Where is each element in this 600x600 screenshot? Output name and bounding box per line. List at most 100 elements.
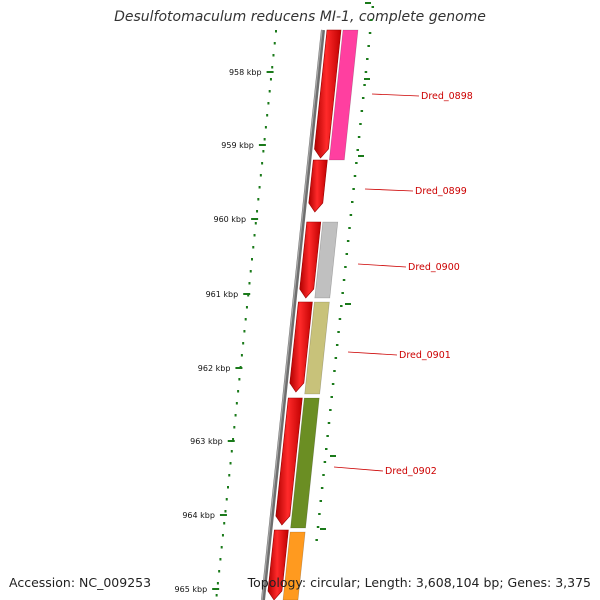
minor-tick-inner: [220, 546, 223, 549]
major-tick-outer: [358, 155, 364, 157]
cds-arrow: [289, 301, 313, 393]
minor-tick-inner: [227, 486, 229, 489]
major-tick-outer: [330, 455, 336, 457]
tick-label: 963 kbp: [190, 437, 223, 446]
minor-tick-inner: [268, 90, 271, 93]
minor-tick-outer: [349, 214, 353, 216]
minor-tick-inner: [219, 558, 222, 561]
minor-tick-outer: [356, 149, 359, 151]
minor-tick-inner: [240, 354, 243, 357]
minor-tick-inner: [263, 138, 266, 141]
gene-label: Dred_0902: [385, 466, 437, 477]
minor-tick-inner: [266, 114, 269, 117]
minor-tick-outer: [351, 201, 354, 203]
minor-tick-outer: [327, 422, 331, 424]
minor-tick-outer: [371, 6, 375, 8]
cds-arrow: [299, 221, 322, 299]
minor-tick-inner: [259, 174, 262, 177]
minor-tick-inner: [224, 510, 227, 513]
major-tick-outer: [345, 303, 351, 305]
minor-tick-inner: [252, 246, 255, 249]
minor-tick-inner: [243, 330, 246, 333]
minor-tick-outer: [318, 513, 321, 515]
minor-tick-inner: [225, 498, 228, 501]
minor-tick-outer: [360, 110, 364, 112]
accession-text: Accession: NC_009253: [9, 575, 152, 590]
minor-tick-inner: [237, 390, 240, 393]
gene-bar: [314, 221, 339, 299]
gene-bar: [304, 301, 330, 395]
minor-tick-outer: [368, 32, 372, 34]
minor-tick-outer: [359, 123, 362, 125]
gene-leader-line: [371, 93, 420, 97]
minor-tick-inner: [275, 30, 277, 33]
minor-tick-outer: [370, 19, 373, 21]
gene-label: Dred_0899: [415, 186, 467, 197]
minor-tick-inner: [257, 198, 260, 201]
minor-tick-inner: [235, 402, 238, 405]
minor-tick-outer: [345, 253, 349, 255]
tick-label: 959 kbp: [221, 141, 254, 150]
minor-tick-outer: [364, 71, 368, 73]
major-tick-outer: [365, 2, 371, 4]
minor-tick-inner: [215, 594, 218, 597]
minor-tick-inner: [247, 294, 250, 297]
minor-tick-outer: [329, 409, 332, 411]
minor-tick-inner: [223, 522, 226, 525]
minor-tick-inner: [267, 102, 270, 105]
gene-labels: Dred_0898 Dred_0899 Dred_0900 Dred_0901 Dred…: [333, 91, 473, 477]
minor-tick-inner: [245, 306, 248, 309]
tick-label: 962 kbp: [198, 364, 231, 373]
minor-tick-outer: [353, 175, 357, 177]
genome-stats-text: Topology: circular; Length: 3,608,104 bp…: [247, 575, 591, 590]
major-tick-outer: [364, 78, 370, 80]
genome-backbone: [261, 29, 325, 600]
minor-tick-inner: [228, 474, 231, 477]
minor-tick-inner: [264, 126, 267, 129]
minor-tick-outer: [335, 344, 339, 346]
minor-tick-inner: [216, 582, 219, 585]
gene-leader-line: [357, 263, 407, 268]
minor-tick-inner: [262, 150, 265, 153]
minor-tick-outer: [355, 162, 358, 164]
gene-bar: [290, 397, 320, 529]
map-title: Desulfotomaculum reducens MI-1, complete…: [114, 9, 486, 25]
minor-tick-outer: [326, 435, 329, 437]
minor-tick-outer: [330, 396, 333, 398]
minor-tick-outer: [334, 357, 338, 359]
minor-tick-inner: [254, 222, 257, 225]
minor-tick-outer: [319, 500, 323, 502]
minor-tick-inner: [249, 270, 252, 273]
minor-tick-inner: [271, 66, 274, 69]
gene-label: Dred_0898: [421, 91, 473, 102]
minor-tick-outer: [366, 58, 369, 60]
minor-tick-inner: [233, 426, 236, 429]
minor-tick-inner: [258, 186, 261, 189]
gene-bar: [282, 531, 306, 600]
cds-arrow: [267, 529, 289, 600]
minor-tick-outer: [323, 461, 327, 463]
minor-tick-outer: [322, 474, 325, 476]
minor-tick-outer: [357, 136, 361, 138]
minor-tick-inner: [221, 534, 224, 537]
cds-arrow: [308, 159, 328, 213]
minor-tick-inner: [232, 438, 235, 441]
minor-tick-inner: [269, 78, 272, 81]
gene-label: Dred_0900: [408, 262, 460, 273]
minor-tick-outer: [344, 266, 347, 268]
minor-tick-outer: [341, 292, 344, 294]
minor-tick-outer: [331, 383, 335, 385]
minor-tick-inner: [242, 342, 245, 345]
minor-tick-outer: [316, 526, 320, 528]
minor-tick-outer: [367, 45, 370, 47]
minor-tick-inner: [230, 450, 233, 453]
minor-tick-inner: [261, 162, 264, 165]
cds-track: [267, 29, 342, 600]
gene-leader-line: [364, 188, 414, 192]
minor-tick-inner: [256, 210, 259, 213]
gene-bar: [328, 29, 359, 161]
gene-track: [282, 29, 359, 600]
minor-tick-inner: [272, 54, 275, 57]
